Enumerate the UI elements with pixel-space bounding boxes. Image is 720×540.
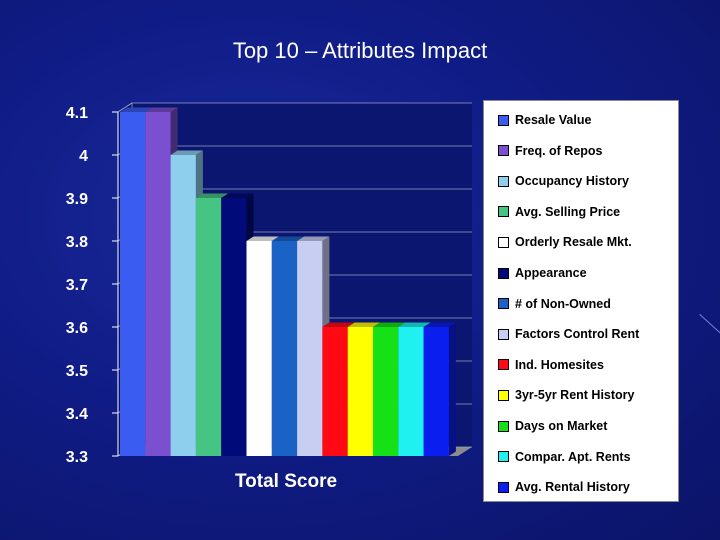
legend-item: Factors Control Rent <box>498 326 639 342</box>
legend-label: Appearance <box>515 266 587 280</box>
legend-swatch <box>498 267 509 279</box>
bar-top <box>221 193 254 198</box>
legend-item: Avg. Selling Price <box>498 204 620 220</box>
bar-front <box>423 327 449 456</box>
y-tick-label: 3.3 <box>66 449 88 466</box>
legend-label: Occupancy History <box>515 174 629 189</box>
legend-item: 3yr-5yr Rent History <box>498 387 635 403</box>
x-category-label: Total Score <box>235 471 337 492</box>
bar-top <box>170 150 203 155</box>
y-tick-label: 4.1 <box>66 105 88 122</box>
legend-label: Compar. Apt. Rents <box>515 449 631 464</box>
legend-swatch <box>498 175 509 187</box>
y-tick-label: 3.8 <box>66 234 88 251</box>
bar-top <box>423 322 456 327</box>
legend-label: Freq. of Repos <box>515 143 603 158</box>
bar-front <box>195 198 222 456</box>
grid-line-diagonal <box>117 102 133 113</box>
legend-label: Avg. Selling Price <box>515 204 621 219</box>
y-tick-label: 4 <box>79 148 88 165</box>
legend-label: Avg. Rental History <box>515 480 630 495</box>
bar-front <box>145 112 171 456</box>
y-tick-label: 3.6 <box>66 320 88 337</box>
legend: Resale Value Freq. of Repos Occupancy Hist… <box>483 100 679 502</box>
legend-item: Days on Market <box>498 418 607 434</box>
bar-top <box>195 193 229 198</box>
y-tick-label: 3.5 <box>66 363 88 380</box>
bar-top <box>398 322 431 327</box>
legend-swatch <box>498 359 509 371</box>
legend-label: # of Non-Owned <box>515 296 611 311</box>
bar-side <box>448 322 456 456</box>
legend-swatch <box>498 451 509 463</box>
legend-swatch <box>498 389 509 401</box>
legend-swatch <box>498 481 509 493</box>
legend-label: Ind. Homesites <box>515 357 604 372</box>
legend-swatch <box>498 145 509 157</box>
bar-front <box>246 241 272 456</box>
legend-label: Factors Control Rent <box>515 327 640 342</box>
legend-item: Resale Value <box>498 112 591 128</box>
legend-label: Orderly Resale Mkt. <box>515 235 632 250</box>
bar-top <box>322 322 355 327</box>
legend-swatch <box>498 328 509 340</box>
bar-front <box>373 327 399 456</box>
bar-front <box>271 241 298 456</box>
bar <box>423 322 456 456</box>
bar-top <box>297 236 330 241</box>
legend-swatch <box>498 236 509 248</box>
bar-top <box>373 322 406 327</box>
y-tick-label: 3.7 <box>66 277 88 294</box>
y-axis-tick-labels: 3.3 3.4 3.5 3.6 3.7 3.8 3.9 4 4.1 <box>66 105 88 466</box>
legend-label: Days on Market <box>515 419 608 433</box>
bars <box>120 107 456 456</box>
legend-swatch <box>498 206 509 218</box>
legend-item: # of Non-Owned <box>498 296 611 312</box>
bar-front <box>297 241 323 456</box>
legend-item: Appearance <box>498 265 587 281</box>
bar-front <box>221 198 247 456</box>
legend-swatch <box>498 114 509 126</box>
legend-item: Occupancy History <box>498 173 629 189</box>
legend-swatch <box>498 420 509 432</box>
bar-front <box>120 112 146 456</box>
legend-item: Compar. Apt. Rents <box>498 449 631 465</box>
y-tick-label: 3.9 <box>66 191 88 208</box>
legend-item: Avg. Rental History <box>498 479 630 495</box>
legend-item: Ind. Homesites <box>498 357 604 373</box>
bar-top <box>271 236 305 241</box>
bar-front <box>347 327 373 456</box>
legend-swatch <box>498 298 509 310</box>
legend-label: Resale Value <box>515 113 592 127</box>
bar-front <box>398 327 424 456</box>
legend-item: Freq. of Repos <box>498 143 603 159</box>
bar-top <box>347 322 380 327</box>
bar-front <box>322 327 348 456</box>
slide-title: Top 10 – Attributes Impact <box>232 38 488 63</box>
bar-top <box>120 107 153 112</box>
bar-top <box>145 107 178 112</box>
bar-top <box>246 236 279 241</box>
bar-front <box>170 155 196 456</box>
y-tick-label: 3.4 <box>66 406 88 423</box>
legend-label: 3yr-5yr Rent History <box>515 388 635 403</box>
legend-item: Orderly Resale Mkt. <box>498 234 632 250</box>
